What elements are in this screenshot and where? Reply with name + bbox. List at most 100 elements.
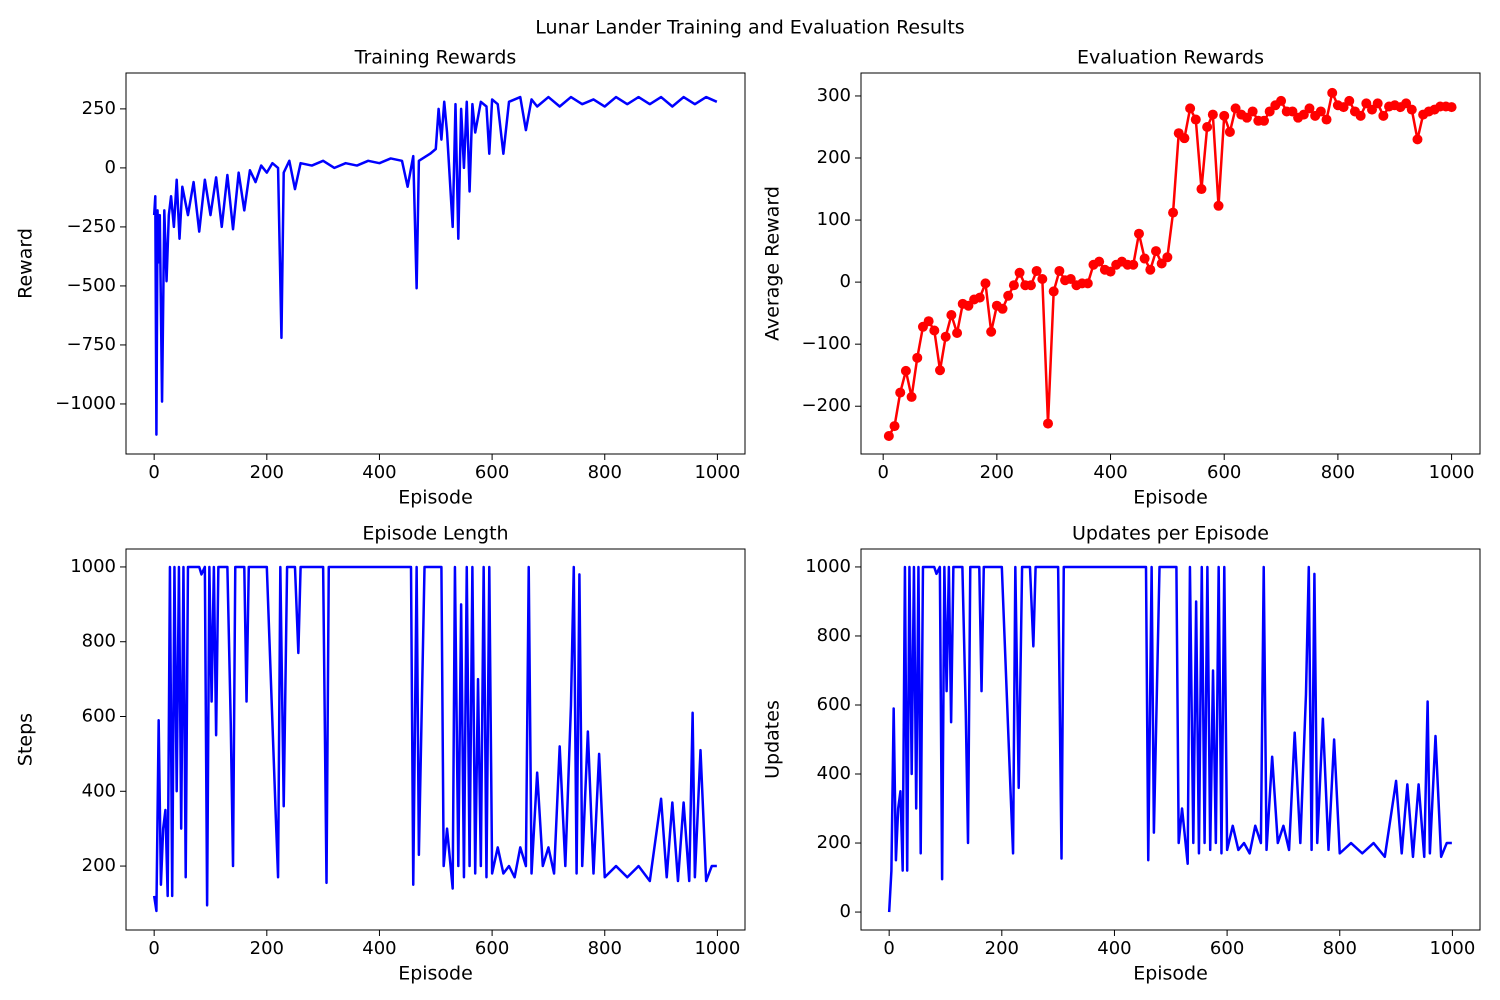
axes-title: Training Rewards	[354, 47, 517, 69]
point-marker	[889, 421, 900, 432]
point-marker	[1145, 264, 1156, 275]
y-tick-label: 0	[840, 901, 851, 922]
y-tick-label: 300	[817, 85, 851, 106]
x-tick-label: 200	[985, 938, 1019, 959]
point-marker	[1025, 280, 1036, 291]
point-marker	[1378, 110, 1389, 121]
y-tick-label: −200	[802, 395, 851, 416]
point-marker	[900, 365, 911, 376]
point-marker	[986, 326, 997, 337]
series-line	[152, 565, 717, 913]
figure-title: Lunar Lander Training and Evaluation Res…	[535, 17, 964, 39]
y-tick-label: 1000	[805, 556, 851, 577]
point-marker	[980, 278, 991, 289]
point-marker	[1128, 259, 1139, 270]
axes-title: Evaluation Rewards	[1077, 47, 1264, 69]
point-marker	[1344, 95, 1355, 106]
x-tick-label: 1000	[1429, 938, 1475, 959]
point-marker	[1179, 133, 1190, 144]
series-line	[887, 91, 1452, 437]
x-tick-label: 1000	[1429, 462, 1475, 483]
y-axis-label: Average Reward	[762, 186, 784, 341]
point-marker	[1224, 126, 1235, 137]
x-tick-label: 0	[148, 938, 159, 959]
x-tick-label: 1000	[694, 462, 740, 483]
x-tick-label: 400	[362, 462, 396, 483]
y-tick-label: 800	[82, 631, 116, 652]
point-marker	[1168, 207, 1179, 218]
point-marker	[1014, 267, 1025, 278]
x-tick-label: 400	[362, 938, 396, 959]
y-tick-label: 200	[82, 855, 116, 876]
point-marker	[1247, 106, 1258, 117]
point-marker	[974, 292, 985, 303]
axes-title: Episode Length	[362, 523, 508, 545]
y-tick-label: 400	[817, 763, 851, 784]
point-marker	[929, 325, 940, 336]
x-tick-label: 800	[588, 938, 622, 959]
axes-frame	[125, 72, 746, 455]
x-tick-label: 400	[1097, 938, 1131, 959]
point-marker	[1185, 103, 1196, 114]
y-tick-label: 1000	[70, 556, 116, 577]
x-tick-label: 800	[588, 462, 622, 483]
y-tick-label: 200	[817, 832, 851, 853]
x-tick-label: 0	[883, 938, 894, 959]
y-tick-label: 100	[817, 209, 851, 230]
axes-title: Updates per Episode	[1072, 523, 1269, 545]
point-marker	[1190, 114, 1201, 125]
x-tick-label: 200	[250, 462, 284, 483]
point-marker	[1196, 184, 1207, 195]
point-marker	[912, 352, 923, 363]
y-axis-label: Updates	[762, 700, 784, 779]
y-tick-label: 250	[82, 98, 116, 119]
point-marker	[1202, 121, 1213, 132]
point-marker	[923, 316, 934, 327]
point-marker	[1082, 278, 1093, 289]
point-marker	[997, 303, 1008, 314]
y-tick-label: −500	[67, 275, 116, 296]
point-marker	[1315, 106, 1326, 117]
x-tick-label: 600	[1207, 462, 1241, 483]
y-tick-label: 0	[105, 157, 116, 178]
point-marker	[1276, 95, 1287, 106]
x-tick-label: 800	[1321, 462, 1355, 483]
point-marker	[1162, 252, 1173, 263]
point-marker	[1105, 266, 1116, 277]
point-marker	[1406, 104, 1417, 115]
x-axis-label: Episode	[1133, 963, 1208, 985]
y-tick-label: −100	[802, 333, 851, 354]
point-marker	[1304, 103, 1315, 114]
y-tick-label: 600	[82, 706, 116, 727]
point-marker	[935, 365, 946, 376]
x-axis-label: Episode	[398, 487, 473, 509]
point-marker	[1043, 418, 1054, 429]
y-tick-label: 200	[817, 147, 851, 168]
point-marker	[1207, 109, 1218, 120]
x-tick-label: 600	[475, 938, 509, 959]
point-marker	[1133, 228, 1144, 239]
point-marker	[1412, 134, 1423, 145]
series-line	[152, 95, 718, 436]
y-tick-label: 800	[817, 625, 851, 646]
point-marker	[1151, 246, 1162, 257]
y-axis-label: Reward	[15, 228, 37, 299]
x-tick-label: 400	[1093, 462, 1127, 483]
point-marker	[1003, 290, 1014, 301]
x-axis-label: Episode	[398, 963, 473, 985]
x-tick-label: 200	[250, 938, 284, 959]
axes-frame	[860, 548, 1481, 931]
point-marker	[1094, 256, 1105, 267]
point-marker	[1446, 102, 1457, 113]
point-marker	[1048, 286, 1059, 297]
y-axis-label: Steps	[15, 713, 37, 766]
x-tick-label: 1000	[694, 938, 740, 959]
x-tick-label: 800	[1323, 938, 1357, 959]
x-tick-label: 0	[877, 462, 888, 483]
x-tick-label: 600	[1210, 938, 1244, 959]
point-marker	[883, 431, 894, 442]
y-tick-label: −250	[67, 216, 116, 237]
point-marker	[940, 331, 951, 342]
x-tick-label: 0	[148, 462, 159, 483]
